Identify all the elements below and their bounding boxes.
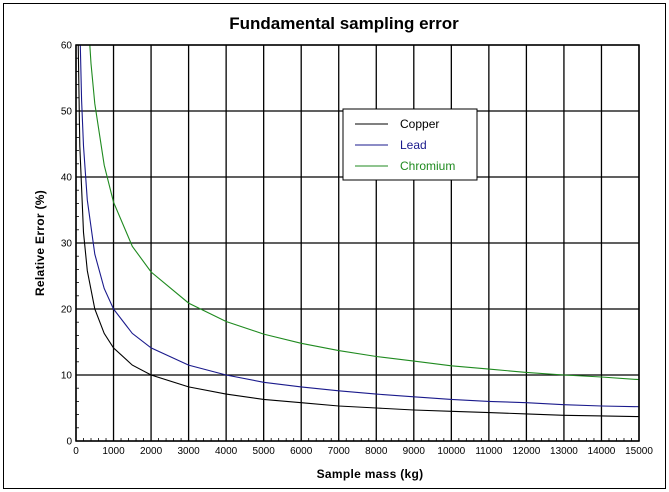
x-tick-label: 12000 <box>512 446 540 457</box>
x-tick-label: 6000 <box>290 446 313 457</box>
series-line-copper <box>77 45 639 418</box>
series-line-chromium <box>89 45 639 381</box>
y-tick-label: 30 <box>61 239 73 250</box>
y-axis-label: Relative Error (%) <box>33 190 47 296</box>
y-tick-label: 10 <box>61 371 73 382</box>
x-tick-label: 3000 <box>177 446 200 457</box>
series-line-lead <box>79 45 639 408</box>
y-tick-label: 60 <box>61 41 73 52</box>
axis-ticks: 0 1000 2000 3000 4000 5000 6000 7000 8000 9000 100… <box>61 41 653 458</box>
x-tick-label: 13000 <box>550 446 578 457</box>
grid-lines <box>75 44 640 442</box>
legend-label-copper: Copper <box>400 117 439 131</box>
x-tick-label: 2000 <box>140 446 163 457</box>
x-tick-label: 11000 <box>475 446 503 457</box>
x-tick-label: 10000 <box>437 446 465 457</box>
x-tick-label: 4000 <box>215 446 238 457</box>
chart-title: Fundamental sampling error <box>229 14 459 33</box>
x-tick-label: 0 <box>73 446 79 457</box>
x-tick-label: 5000 <box>253 446 276 457</box>
x-tick-label: 14000 <box>588 446 616 457</box>
x-tick-label: 7000 <box>328 446 351 457</box>
legend: Copper Lead Chromium <box>342 108 478 181</box>
legend-label-lead: Lead <box>400 138 427 152</box>
y-tick-label: 0 <box>66 437 72 448</box>
x-tick-label: 15000 <box>625 446 653 457</box>
x-tick-label: 8000 <box>365 446 388 457</box>
y-tick-label: 20 <box>61 305 73 316</box>
series-group <box>77 45 639 418</box>
x-axis-label: Sample mass (kg) <box>317 467 424 481</box>
x-tick-label: 9000 <box>403 446 426 457</box>
legend-label-chromium: Chromium <box>400 159 455 173</box>
y-tick-label: 50 <box>61 107 73 118</box>
y-tick-label: 40 <box>61 173 73 184</box>
x-tick-label: 1000 <box>102 446 125 457</box>
